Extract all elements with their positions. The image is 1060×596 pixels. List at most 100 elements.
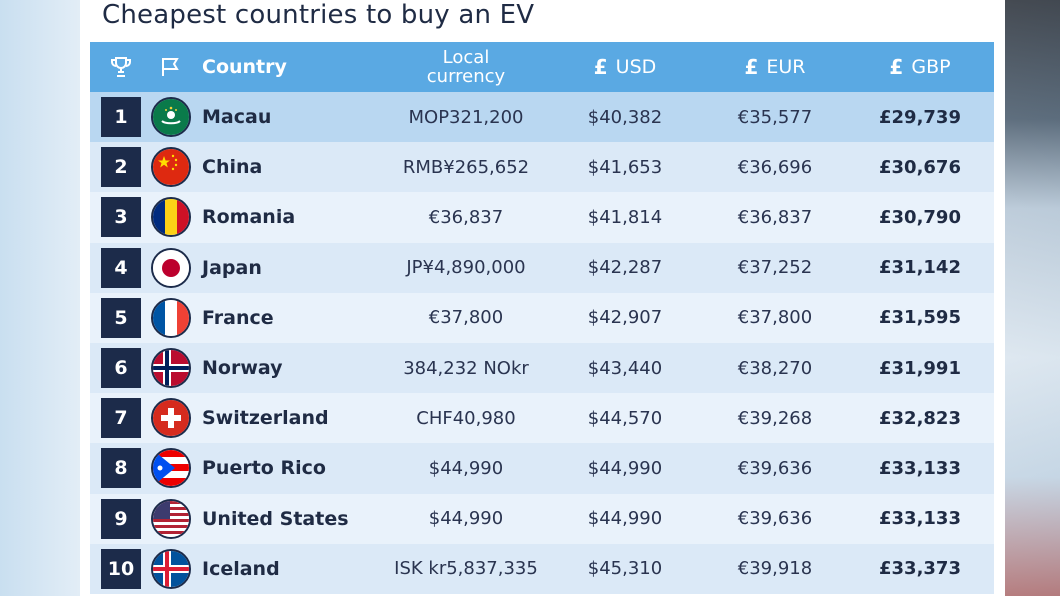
usd-price: $44,990 (587, 457, 663, 479)
trophy-icon (101, 42, 141, 92)
country-name: Iceland (202, 557, 280, 580)
country-name: Norway (202, 357, 283, 380)
header-gbp: £ GBP (855, 42, 985, 92)
header-usd: £ USD (560, 42, 690, 92)
usd-price: $41,653 (587, 156, 663, 178)
gbp-price: £31,142 (879, 257, 961, 279)
flag-cell (150, 393, 192, 443)
gbp-label: GBP (911, 56, 951, 78)
gbp-price: £33,373 (879, 558, 961, 580)
eur-price: €36,837 (737, 206, 813, 228)
rank-badge: 1 (101, 97, 141, 138)
rank-cell: 5 (101, 293, 141, 343)
eur-price: €37,252 (737, 257, 813, 279)
usd-price: $44,990 (587, 508, 663, 530)
iceland-flag-icon (151, 548, 191, 589)
rank-cell: 8 (101, 443, 141, 493)
local-price: RMB¥265,652 (402, 156, 530, 178)
gbp-price: £31,991 (879, 357, 961, 379)
usa-flag-icon (151, 498, 191, 539)
flag-cell (150, 142, 192, 192)
table-row: 3 Romania €36,837 $41,814 €36,837 £30,790 (90, 192, 994, 243)
rank-badge: 2 (101, 147, 141, 188)
flag-cell (150, 92, 192, 142)
rank-cell: 10 (101, 544, 141, 594)
usd-price: $41,814 (587, 206, 663, 228)
rank-cell: 9 (101, 494, 141, 544)
gbp-price: £33,133 (879, 457, 961, 479)
local-price: $44,990 (428, 457, 504, 479)
usd-price: $40,382 (587, 106, 663, 128)
eur-price: €35,577 (737, 106, 813, 128)
rank-cell: 6 (101, 343, 141, 393)
usd-price: $42,287 (587, 257, 663, 279)
page-title: Cheapest countries to buy an EV (102, 0, 535, 30)
flag-cell (150, 494, 192, 544)
gbp-price: £33,133 (879, 508, 961, 530)
table-row: 10 Iceland ISK kr5,837,335 $45,310 €39,918 £3… (90, 543, 994, 594)
rank-badge: 10 (101, 548, 141, 589)
usd-price: $43,440 (587, 357, 663, 379)
usd-price: $45,310 (587, 558, 663, 580)
eur-label: EUR (766, 56, 806, 78)
rank-badge: 7 (101, 398, 141, 439)
china-flag-icon (151, 147, 191, 188)
gbp-price: £29,739 (879, 106, 961, 128)
flag-cell (150, 343, 192, 393)
rank-cell: 4 (101, 243, 141, 293)
flag-cell (150, 243, 192, 293)
macau-flag-icon (151, 97, 191, 138)
usd-price: $44,570 (587, 407, 663, 429)
gbp-symbol: £ (889, 55, 904, 79)
country-name: Puerto Rico (202, 457, 326, 480)
table-row: 4 Japan JP¥4,890,000 $42,287 €37,252 £31,142 (90, 242, 994, 293)
country-name: Japan (202, 256, 262, 279)
local-price: €36,837 (428, 206, 504, 228)
usd-label: USD (615, 56, 657, 78)
header-eur: £ EUR (710, 42, 840, 92)
france-flag-icon (151, 297, 191, 338)
rank-badge: 4 (101, 247, 141, 288)
gbp-price: £30,790 (879, 206, 961, 228)
table-body: 1 Macau MOP321,200 $40,382 €35,577 £29,739 2 Ch… (90, 92, 994, 594)
rank-cell: 7 (101, 393, 141, 443)
header-local-line2: currency (426, 66, 506, 87)
price-table: Country Local currency £ USD £ EUR £ GBP… (90, 42, 994, 594)
table-row: 2 China RMB¥265,652 $41,653 €36,696 £30,676 (90, 142, 994, 193)
flag-cell (150, 544, 192, 594)
country-name: United States (202, 507, 349, 530)
rank-badge: 5 (101, 297, 141, 338)
eur-price: €39,918 (737, 558, 813, 580)
header-country: Country (202, 56, 287, 78)
country-name: Macau (202, 106, 272, 129)
local-price: JP¥4,890,000 (406, 257, 526, 279)
local-price: MOP321,200 (408, 106, 524, 128)
eur-price: €38,270 (737, 357, 813, 379)
table-row: 8 Puerto Rico $44,990 $44,990 €39,636 £33,133 (90, 443, 994, 494)
eur-price: €39,636 (737, 457, 813, 479)
gbp-price: £32,823 (879, 407, 961, 429)
country-name: France (202, 306, 274, 329)
country-name: Switzerland (202, 407, 329, 430)
table-row: 7 Switzerland CHF40,980 $44,570 €39,268 £32,8… (90, 393, 994, 444)
gbp-price: £30,676 (879, 156, 961, 178)
eur-price: €39,268 (737, 407, 813, 429)
eur-price: €36,696 (737, 156, 813, 178)
puerto-rico-flag-icon (151, 448, 191, 489)
table-row: 9 United States $44,990 $44,990 €39,636 £33,1… (90, 493, 994, 544)
eur-symbol: £ (744, 55, 759, 79)
rank-cell: 1 (101, 92, 141, 142)
switzerland-flag-icon (151, 398, 191, 439)
table-row: 1 Macau MOP321,200 $40,382 €35,577 £29,739 (90, 92, 994, 143)
local-price: ISK kr5,837,335 (394, 558, 538, 580)
table-row: 6 Norway 384,232 NOkr $43,440 €38,270 £31,991 (90, 342, 994, 394)
country-name: Romania (202, 206, 296, 229)
local-price: $44,990 (428, 508, 504, 530)
ev-price-card: Cheapest countries to buy an EV Country … (80, 0, 1005, 596)
flag-cell (150, 443, 192, 493)
header-local-line1: Local (442, 47, 490, 68)
country-name: China (202, 156, 263, 179)
norway-flag-icon (151, 348, 191, 389)
header-local-currency: Local currency (380, 42, 552, 92)
table-row: 5 France €37,800 $42,907 €37,800 £31,595 (90, 292, 994, 343)
